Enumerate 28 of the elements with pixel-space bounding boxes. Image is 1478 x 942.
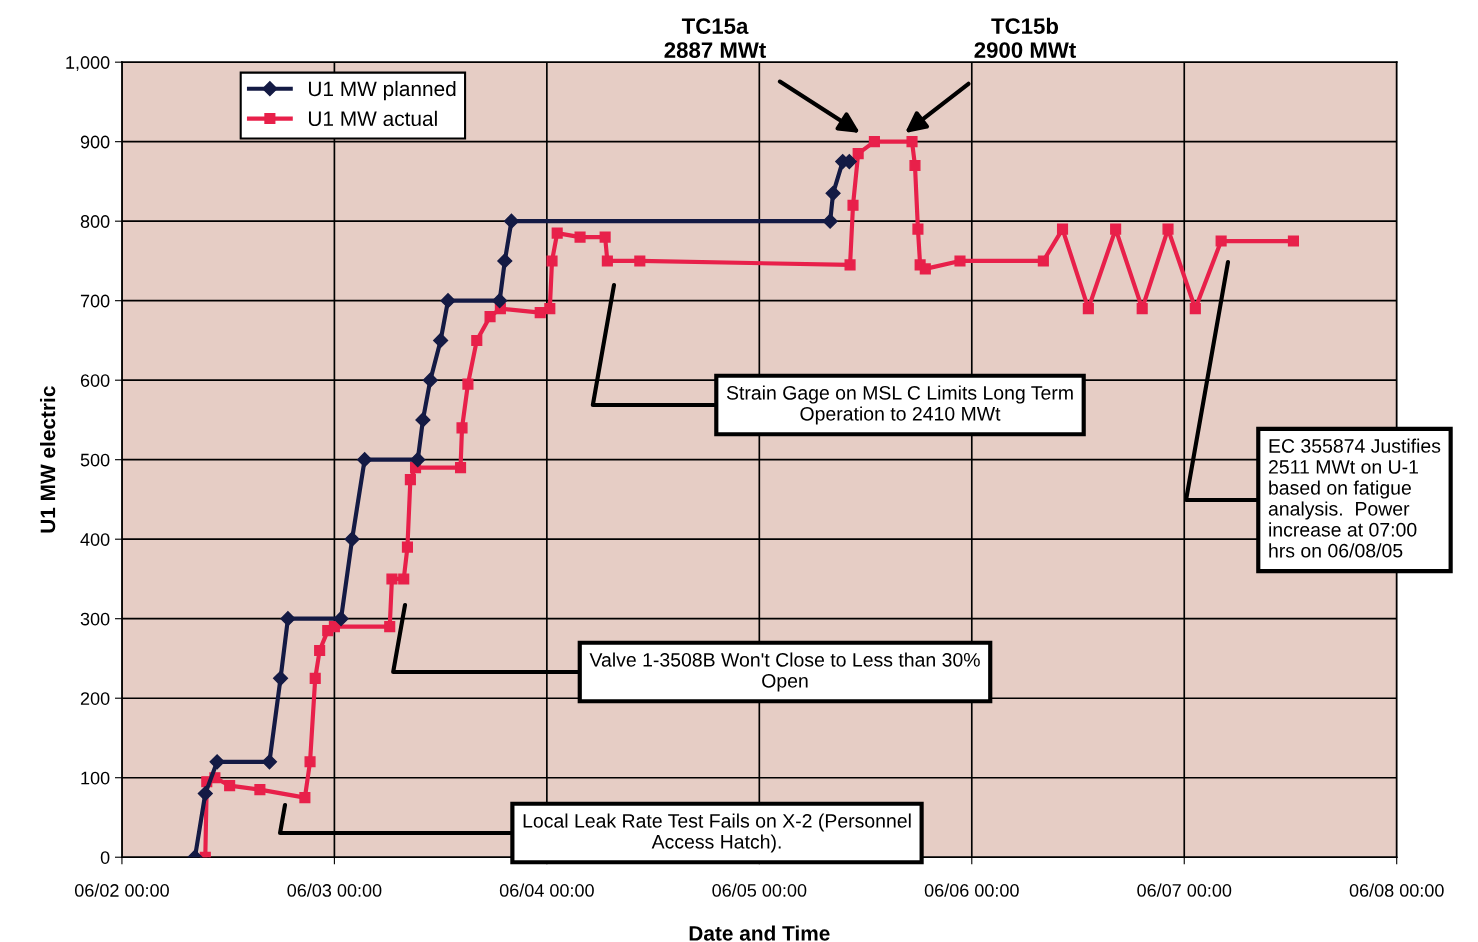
y-tick-label: 700 <box>80 294 110 308</box>
annotation: Strain Gage on MSL C Limits Long Term Operation to 2410 MWt <box>726 385 1073 425</box>
y-tick-label: 600 <box>80 374 110 387</box>
annotation: EC 355874 Justifies 2511 MWt on U-1 based on fatigue analysis. Power increase at 07:00 hrs on 06/08/05 <box>1268 438 1441 558</box>
y-tick-label: 300 <box>80 612 110 626</box>
legend-label: U1 MW planned <box>308 80 456 101</box>
x-tick-label: 06/02 00:00 <box>74 883 169 897</box>
y-axis-title: U1 MW electric <box>39 386 56 533</box>
x-tick-label: 06/03 00:00 <box>287 883 382 897</box>
y-tick-label: 200 <box>80 692 110 705</box>
y-tick-label: 0 <box>100 851 110 864</box>
x-axis-title: Date and Time <box>689 925 830 941</box>
y-tick-label: 500 <box>80 453 110 467</box>
y-tick-label: 900 <box>80 135 110 149</box>
x-tick-label: 06/07 00:00 <box>1137 883 1232 897</box>
x-tick-label: 06/06 00:00 <box>924 883 1019 897</box>
x-tick-label: 06/04 00:00 <box>499 883 594 897</box>
annotation: Local Leak Rate Test Fails on X-2 (Personnel Access Hatch). <box>523 813 911 853</box>
y-tick-label: 100 <box>81 771 110 785</box>
y-tick-label: 800 <box>80 215 110 228</box>
y-tick-label: 400 <box>80 533 110 546</box>
annotation: Valve 1-3508B Won't Close to Less than 30% Open <box>589 652 980 692</box>
x-tick-label: 06/05 00:00 <box>712 883 807 897</box>
text: TC15b 2900 MWt <box>974 17 1076 58</box>
y-tick-label: 1,000 <box>66 56 110 72</box>
text: TC15a 2887 MWt <box>664 18 766 58</box>
x-tick-label: 06/08 00:00 <box>1349 883 1444 897</box>
legend-label: U1 MW actual <box>308 110 437 127</box>
